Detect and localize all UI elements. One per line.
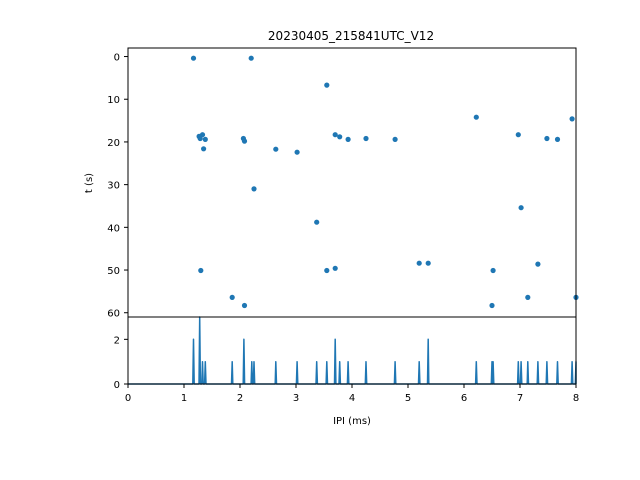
scatter-point	[554, 136, 561, 142]
scatter-point	[416, 260, 422, 266]
scatter-point	[518, 205, 524, 211]
scatter-point	[392, 136, 398, 142]
scatter-point	[324, 82, 330, 88]
scatter-point	[490, 267, 496, 274]
scatter-point	[332, 265, 338, 271]
scatter-point	[489, 302, 495, 309]
scatter-point	[345, 136, 351, 142]
scatter-point	[198, 267, 204, 274]
scatter-point	[202, 136, 208, 142]
scatter-point	[535, 261, 541, 267]
scatter-point	[314, 219, 320, 225]
x-tick-label: 1	[181, 393, 187, 404]
scatter-point	[251, 186, 257, 192]
x-tick-label: 6	[461, 393, 467, 404]
x-tick-label: 7	[517, 393, 523, 404]
scatter-point	[337, 134, 343, 140]
histogram-y-tick-label: 0	[114, 380, 120, 391]
scatter-point	[294, 149, 300, 155]
y-tick-label: 40	[107, 223, 120, 234]
scatter-point	[241, 138, 248, 144]
histogram-frame	[127, 316, 577, 385]
scatter-point	[425, 260, 431, 266]
y-tick-label: 10	[107, 95, 120, 106]
x-axis-label: IPI (ms)	[333, 416, 371, 427]
x-tick-label: 4	[349, 393, 355, 404]
x-tick-label: 8	[573, 393, 579, 404]
histogram-y-tick-label: 2	[114, 335, 120, 346]
chart-title: 20230405_215841UTC_V12	[268, 29, 434, 43]
x-tick-label: 3	[293, 393, 299, 404]
y-tick-label: 0	[114, 53, 120, 64]
scatter-point	[197, 135, 203, 142]
scatter-point	[241, 302, 248, 309]
scatter-point	[363, 135, 369, 142]
scatter-point	[201, 146, 207, 152]
scatter-point	[569, 116, 575, 122]
x-tick-label: 2	[237, 393, 243, 404]
scatter-point	[190, 55, 197, 61]
y-tick-label: 60	[107, 309, 120, 320]
scatter-points	[190, 55, 579, 309]
y-tick-label: 50	[107, 266, 120, 277]
scatter-point	[525, 294, 531, 300]
y-tick-label: 20	[107, 138, 120, 149]
scatter-point	[273, 146, 279, 152]
scatter-point	[515, 132, 521, 138]
x-axis-ticks: 0 1 2 3 4 5 6 7 8	[125, 384, 579, 404]
scatter-point	[324, 267, 330, 274]
y-tick-label: 30	[107, 181, 120, 192]
y-axis-label: t (s)	[84, 173, 95, 193]
scatter-point	[332, 132, 338, 138]
x-tick-label: 5	[405, 393, 411, 404]
scatter-point	[248, 55, 254, 61]
scatter-point	[544, 135, 550, 142]
x-tick-label: 0	[125, 393, 131, 404]
y-axis-ticks: 0 10 20 30 40 50 60	[107, 53, 128, 320]
scatter-point	[473, 114, 479, 120]
scatter-point	[229, 294, 235, 300]
histogram-y-axis-ticks: 02	[114, 335, 128, 391]
